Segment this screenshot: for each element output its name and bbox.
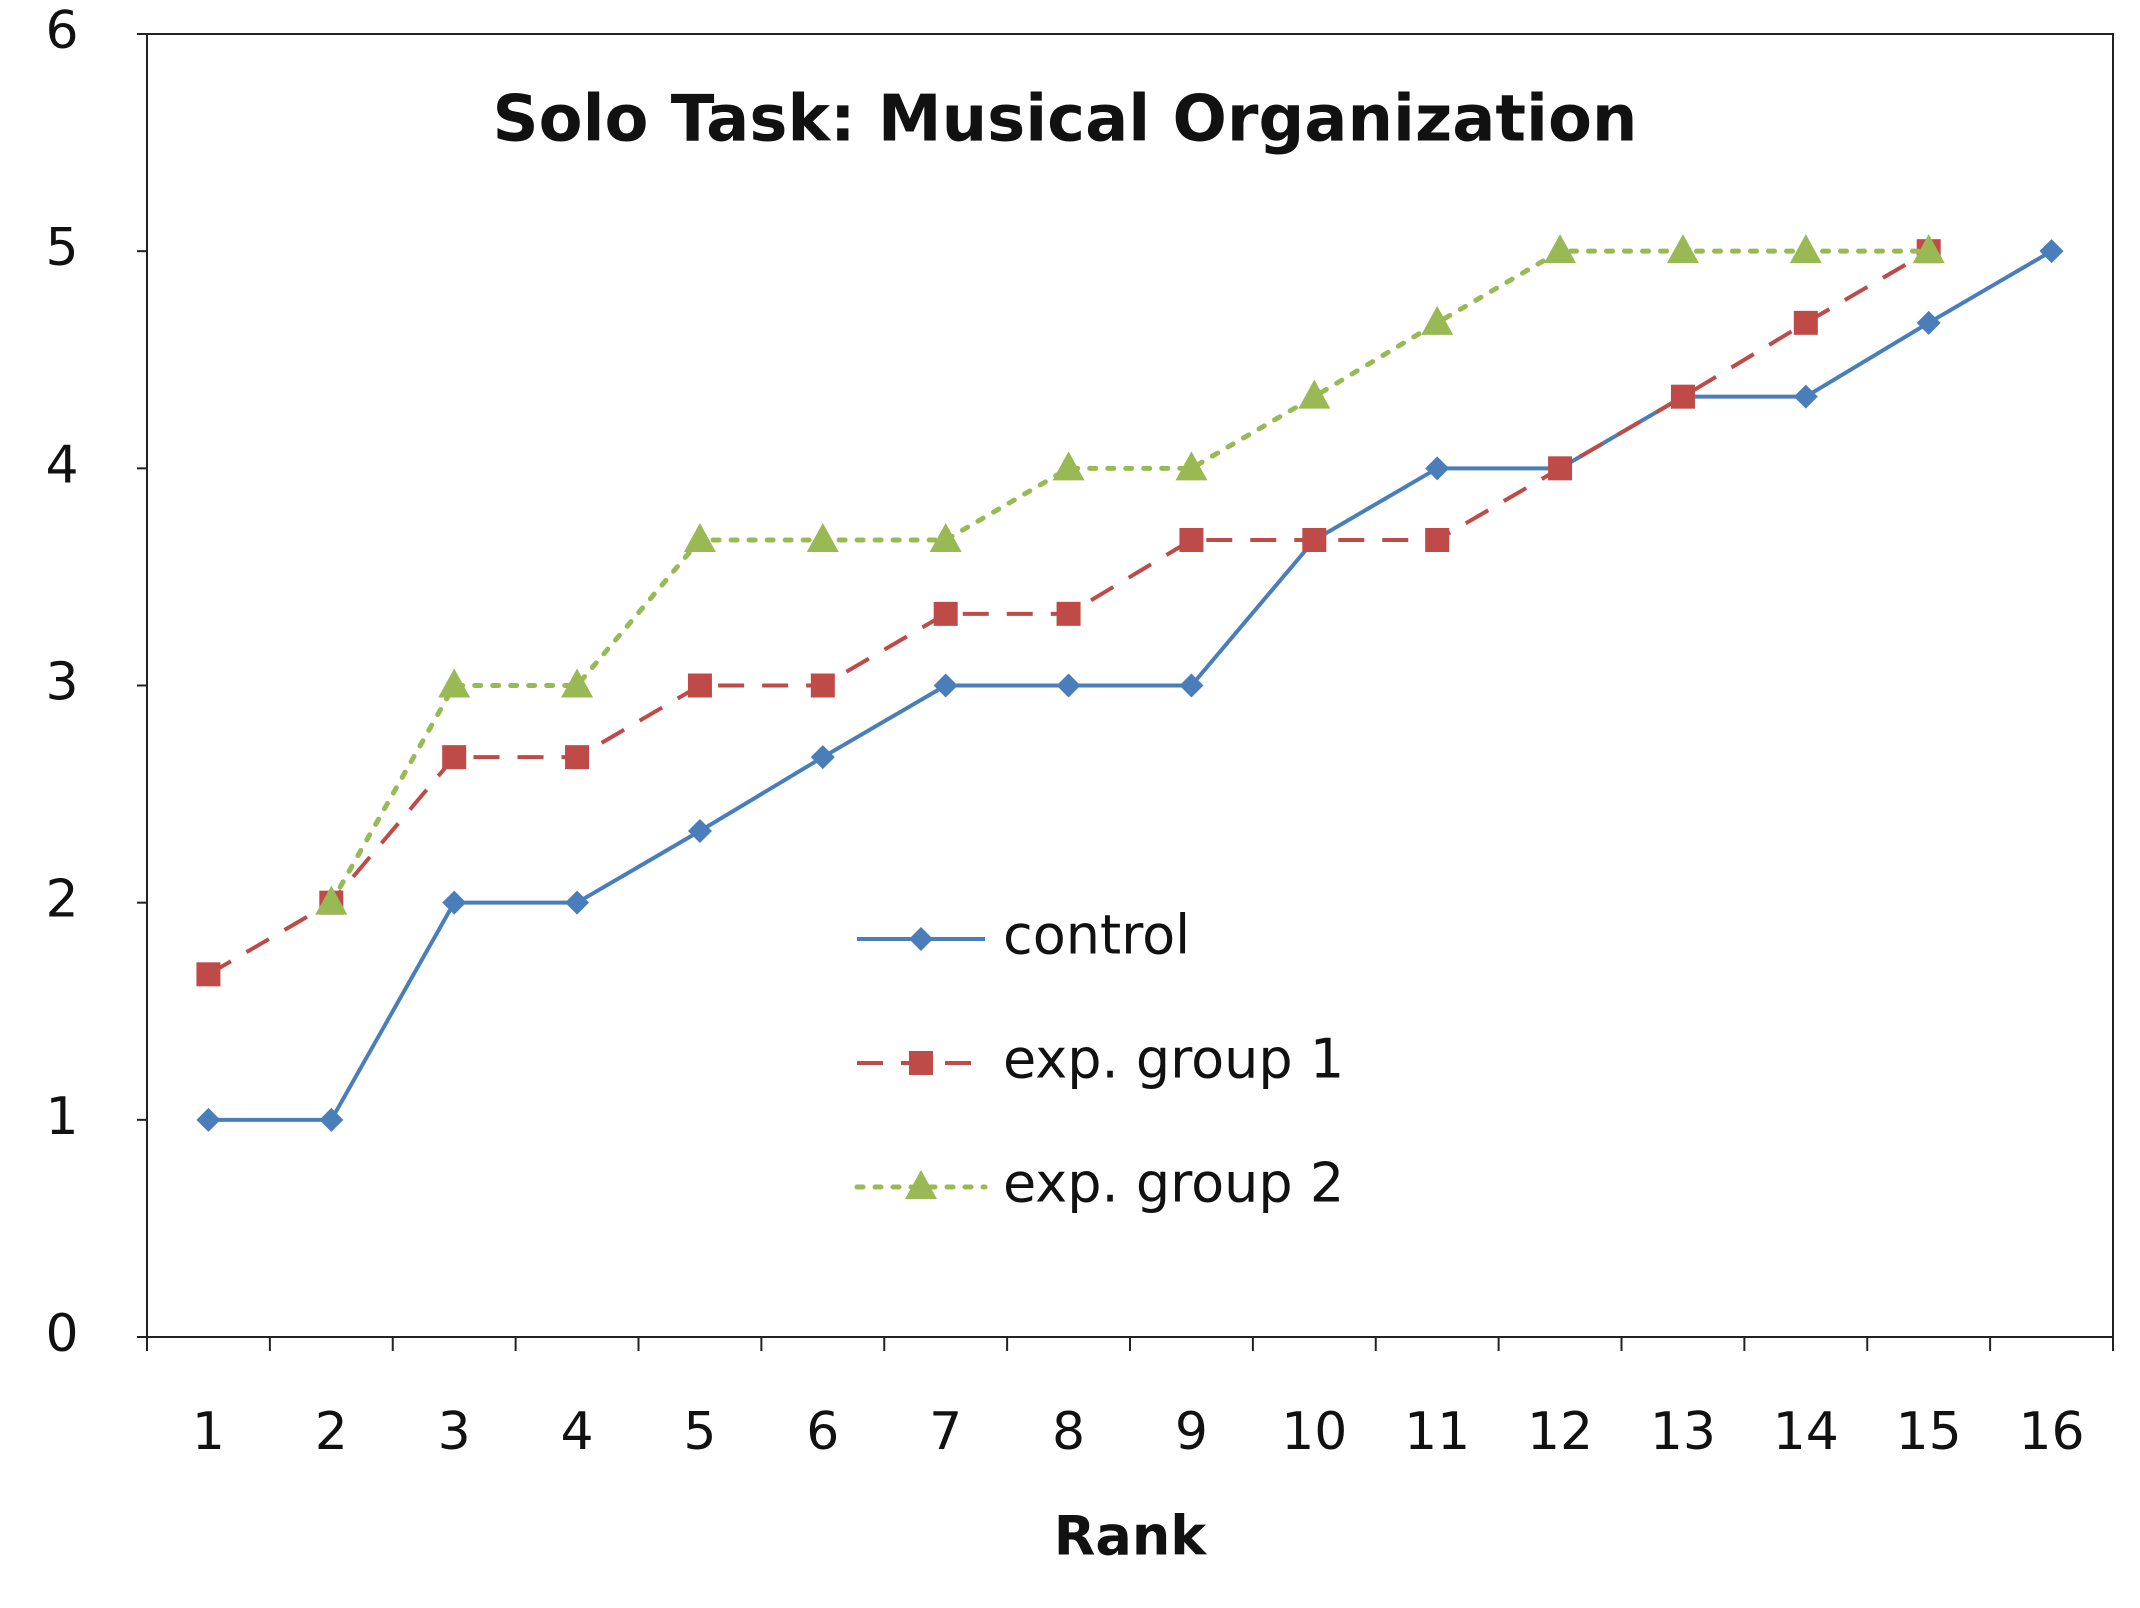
data-point [1666, 234, 1699, 264]
data-point [438, 668, 471, 698]
x-tick-label: 15 [1896, 1402, 1962, 1462]
x-tick-label: 14 [1773, 1402, 1839, 1462]
data-point [1179, 673, 1204, 698]
legend-text: exp. group 2 [1003, 1152, 1344, 1215]
legend-text: exp. group 1 [1003, 1028, 1344, 1091]
data-point [683, 522, 716, 552]
x-tick-label: 8 [1052, 1402, 1085, 1462]
x-tick-label: 16 [2018, 1402, 2084, 1462]
legend-marker [909, 927, 933, 951]
legend-text: control [1003, 904, 1190, 967]
data-point [561, 668, 594, 698]
data-point [1302, 527, 1327, 552]
data-point [810, 745, 835, 770]
legend-marker [909, 1051, 933, 1075]
legend-marker [905, 1170, 937, 1199]
data-point [1544, 234, 1577, 264]
data-point [1179, 527, 1204, 552]
x-tick-label: 7 [929, 1402, 962, 1462]
data-point [1793, 384, 1818, 409]
data-point [933, 673, 958, 698]
x-axis-label: Rank [1054, 1505, 1207, 1568]
y-tick-label: 0 [45, 1304, 78, 1364]
data-point [1056, 673, 1081, 698]
data-point [929, 522, 962, 552]
x-tick-label: 1 [192, 1402, 225, 1462]
chart-title: Solo Task: Musical Organization [493, 83, 1638, 157]
data-point [1175, 451, 1208, 481]
data-point [442, 745, 467, 770]
y-tick-label: 5 [45, 218, 78, 278]
data-point [1912, 234, 1945, 264]
data-point [1421, 305, 1454, 335]
x-tick-label: 9 [1175, 1402, 1208, 1462]
data-point [687, 673, 712, 698]
data-point [442, 890, 467, 915]
x-tick-label: 13 [1650, 1402, 1716, 1462]
data-point [1789, 234, 1822, 264]
series-line [208, 249, 2053, 1122]
data-point [1793, 310, 1818, 335]
data-point [565, 890, 590, 915]
data-point [1425, 456, 1450, 481]
data-point [810, 673, 835, 698]
x-tick-label: 5 [683, 1402, 716, 1462]
x-tick-label: 10 [1281, 1402, 1347, 1462]
data-point [1056, 601, 1081, 626]
y-tick-label: 3 [45, 653, 78, 713]
data-point [1916, 310, 1941, 335]
x-tick-label: 3 [438, 1402, 471, 1462]
data-point [1052, 451, 1085, 481]
data-point [196, 1107, 221, 1132]
data-point [806, 522, 839, 552]
y-tick-label: 4 [45, 435, 78, 495]
data-point [315, 885, 348, 915]
data-point [1425, 527, 1450, 552]
data-point [196, 962, 221, 987]
y-tick-label: 1 [45, 1087, 78, 1147]
data-point [687, 819, 712, 844]
x-tick-label: 4 [561, 1402, 594, 1462]
data-point [2039, 239, 2064, 264]
y-tick-label: 2 [45, 870, 78, 930]
data-point [1548, 456, 1573, 481]
data-point [1298, 379, 1331, 409]
series-line [328, 248, 1932, 906]
x-tick-label: 2 [315, 1402, 348, 1462]
data-point [1670, 384, 1695, 409]
y-tick-label: 6 [45, 1, 78, 61]
data-point [933, 601, 958, 626]
data-point [565, 745, 590, 770]
x-tick-label: 12 [1527, 1402, 1593, 1462]
data-point [319, 1107, 344, 1132]
x-tick-label: 6 [806, 1402, 839, 1462]
x-tick-label: 11 [1404, 1402, 1470, 1462]
